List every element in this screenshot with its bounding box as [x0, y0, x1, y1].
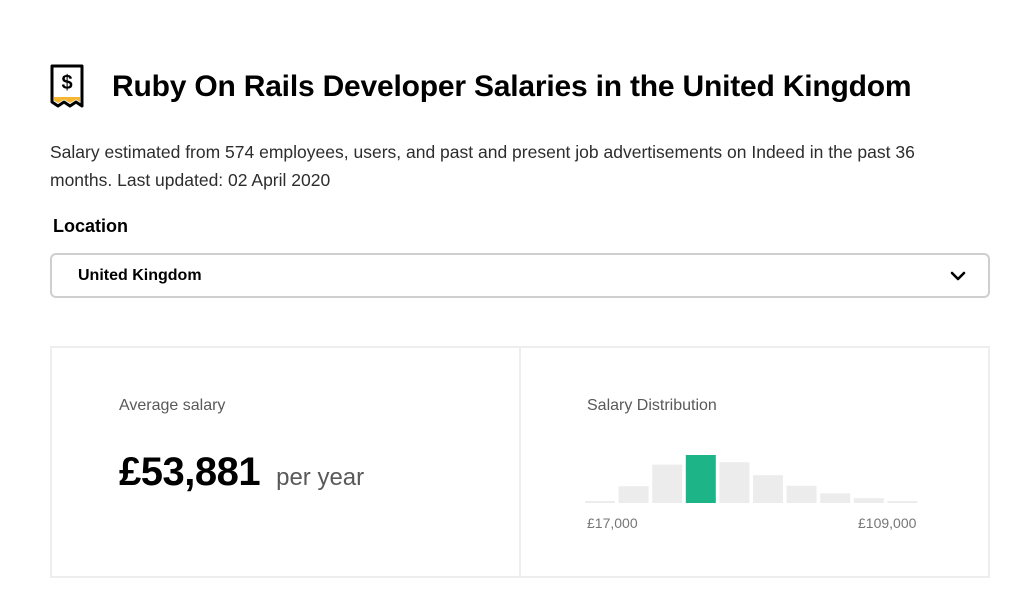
location-selected-value: United Kingdom — [78, 266, 202, 284]
page-title: Ruby On Rails Developer Salaries in the … — [112, 70, 912, 103]
average-salary-amount: £53,881 — [119, 450, 261, 494]
salary-summary-cards: Average salary £53,881 per year Salary D… — [50, 346, 990, 578]
distribution-bar — [820, 493, 851, 503]
distribution-max-label: £109,000 — [858, 515, 917, 531]
salary-receipt-icon: $ — [50, 64, 84, 108]
distribution-bar — [753, 475, 783, 503]
distribution-bar — [853, 498, 884, 503]
distribution-bar-highlighted — [685, 455, 716, 503]
location-label: Location — [53, 216, 128, 236]
svg-text:$: $ — [61, 72, 72, 94]
average-salary-line: £53,881 per year — [119, 450, 364, 495]
salary-distribution-card: Salary Distribution £17,000 £109,000 — [519, 348, 988, 576]
salary-distribution-label: Salary Distribution — [587, 397, 717, 414]
chevron-down-icon — [950, 271, 966, 280]
distribution-bar — [618, 486, 649, 503]
salary-estimate-note: Salary estimated from 574 employees, use… — [50, 142, 915, 190]
salary-distribution-chart — [585, 455, 918, 503]
salary-period: per year — [276, 464, 365, 491]
page-header: $ Ruby On Rails Developer Salaries in th… — [50, 64, 912, 110]
distribution-bar — [887, 501, 918, 503]
distribution-bar — [585, 501, 615, 503]
distribution-bar — [786, 485, 817, 503]
average-salary-label: Average salary — [119, 397, 226, 414]
location-dropdown[interactable]: United Kingdom — [50, 253, 990, 298]
distribution-min-label: £17,000 — [587, 515, 638, 531]
distribution-bar — [652, 464, 683, 503]
distribution-bar — [719, 462, 750, 503]
average-salary-card: Average salary £53,881 per year — [52, 348, 519, 576]
